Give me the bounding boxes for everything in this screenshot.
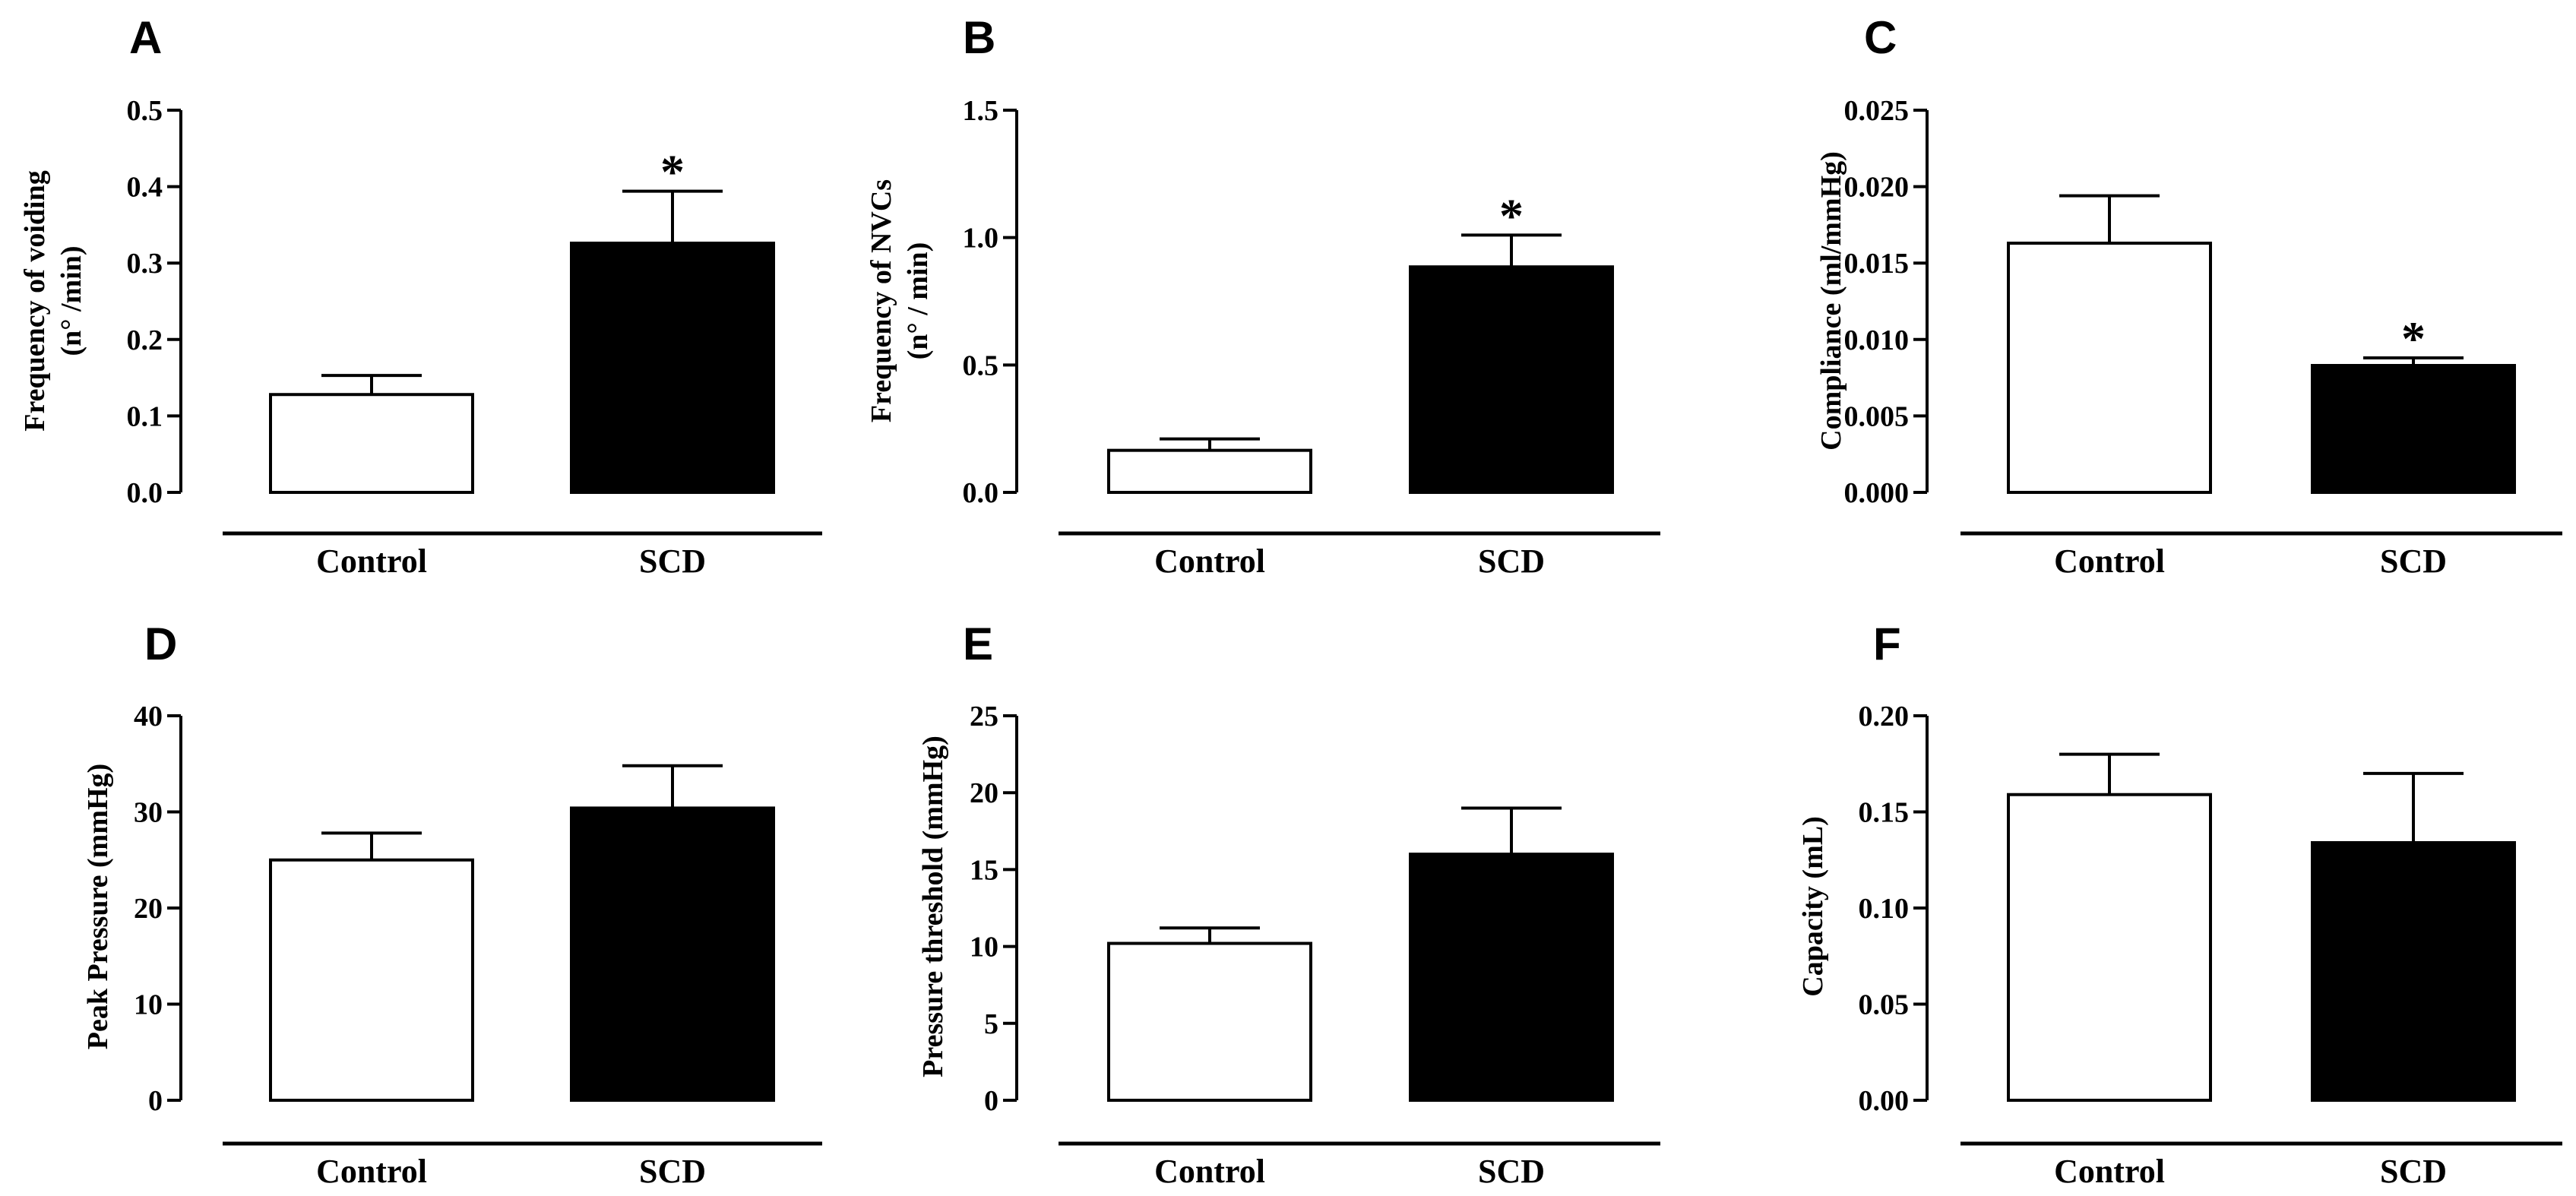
panel-letter: E (963, 619, 993, 669)
category-label: Control (316, 543, 427, 580)
y-tick-label: 1.5 (963, 95, 999, 127)
y-axis-label-line: Pressure threshold (mmHg) (917, 736, 949, 1077)
y-axis-label: Pressure threshold (mmHg) (917, 736, 949, 1077)
significance-marker: * (2401, 312, 2426, 365)
bar-scd (2311, 364, 2516, 494)
bar-control (1107, 448, 1312, 494)
panel-e: E 0 5 10 15 20 25 Pressure threshold (mmHg) Cont… (917, 619, 1660, 1190)
category-label: Control (1154, 543, 1265, 580)
bar-scd (2311, 840, 2516, 1102)
panel-a: A 0.0 0.1 0.2 0.3 0.4 0.5 Frequency of voiding(… (19, 12, 822, 580)
bar-scd (570, 806, 775, 1102)
y-tick-label: 0.05 (1859, 989, 1910, 1021)
y-tick-label: 0.010 (1844, 324, 1910, 356)
y-tick-label: 0.10 (1859, 893, 1910, 925)
y-axis-label-line: Peak Pressure (mmHg) (82, 764, 114, 1049)
y-tick-label: 0.005 (1844, 400, 1910, 432)
y-tick-label: 0.00 (1859, 1085, 1910, 1117)
category-label: SCD (1478, 1153, 1545, 1190)
y-axis-label-line: (n° /min) (55, 245, 87, 356)
y-tick-label: 0.5 (127, 95, 163, 127)
panel-letter: D (144, 619, 177, 669)
panel-d: D 0 10 20 30 40 Peak Pressure (mmHg) Control SCD (82, 619, 822, 1190)
y-tick-label: 10 (970, 932, 998, 963)
panel-letter: C (1864, 12, 1897, 63)
y-tick-label: 0 (148, 1085, 163, 1117)
panel-letter: B (963, 12, 995, 63)
y-tick-label: 40 (134, 701, 163, 732)
y-tick-label: 0.5 (963, 350, 999, 381)
y-tick-label: 0.15 (1859, 797, 1910, 829)
y-axis-label-line: Capacity (mL) (1797, 816, 1829, 996)
y-tick-label: 0.2 (127, 324, 163, 356)
panel-letter: A (129, 12, 162, 63)
category-label: Control (2054, 543, 2165, 580)
category-label: Control (2054, 1153, 2165, 1190)
y-tick-label: 20 (134, 893, 163, 925)
y-axis-label: Capacity (mL) (1797, 816, 1829, 996)
y-tick-label: 25 (970, 701, 998, 732)
category-label: SCD (2380, 1153, 2447, 1190)
significance-marker: * (1499, 188, 1524, 242)
y-tick-label: 5 (984, 1008, 998, 1040)
bar-control (1107, 941, 1312, 1102)
y-axis-label-line: Frequency of NVCs (866, 179, 897, 422)
bar-scd (1409, 853, 1614, 1103)
y-tick-label: 0.020 (1844, 172, 1910, 204)
significance-marker: * (660, 145, 685, 199)
category-label: SCD (2380, 543, 2447, 580)
panel-f: F 0.00 0.05 0.10 0.15 0.20 Capacity (mL) Contro… (1797, 619, 2562, 1190)
y-tick-label: 0.20 (1859, 701, 1910, 732)
y-tick-label: 0.025 (1844, 95, 1910, 127)
y-tick-label: 0 (984, 1085, 998, 1117)
y-tick-label: 10 (134, 989, 163, 1021)
bar-scd (1409, 265, 1614, 494)
y-tick-label: 20 (970, 777, 998, 809)
y-tick-label: 1.0 (963, 223, 999, 255)
panel-letter: F (1873, 619, 1901, 669)
bar-control (269, 858, 474, 1102)
y-tick-label: 15 (970, 854, 998, 886)
y-tick-label: 0.0 (963, 477, 999, 509)
y-tick-label: 0.1 (127, 400, 163, 432)
bar-scd (570, 242, 775, 494)
y-tick-label: 0.000 (1844, 477, 1910, 509)
y-axis-label: Compliance (ml/mmHg) (1815, 151, 1847, 451)
bar-control (2007, 242, 2212, 494)
y-tick-label: 30 (134, 797, 163, 829)
y-axis-label-line: (n° / min) (902, 242, 934, 360)
y-tick-label: 0.4 (127, 172, 163, 204)
bar-control (2007, 793, 2212, 1102)
y-tick-label: 0.0 (127, 477, 163, 509)
y-axis-label-line: Compliance (ml/mmHg) (1815, 151, 1847, 451)
bar-control (269, 393, 474, 494)
category-label: SCD (639, 1153, 706, 1190)
y-axis-label-line: Frequency of voiding (19, 170, 51, 431)
y-axis-label: Frequency of NVCs (n° / min) (866, 179, 934, 422)
panel-b: B 0.0 0.5 1.0 1.5 Frequency of NVCs (n° / min)… (866, 12, 1660, 580)
category-label: SCD (1478, 543, 1545, 580)
y-tick-label: 0.3 (127, 248, 163, 280)
category-label: Control (316, 1153, 427, 1190)
y-tick-label: 0.015 (1844, 248, 1910, 280)
category-label: SCD (639, 543, 706, 580)
panel-c: C 0.000 0.005 0.010 0.015 0.020 0.025 Complianc… (1815, 12, 2562, 580)
y-axis-label: Peak Pressure (mmHg) (82, 764, 114, 1049)
y-axis-label: Frequency of voiding (n° /min) (19, 170, 87, 431)
category-label: Control (1154, 1153, 1265, 1190)
